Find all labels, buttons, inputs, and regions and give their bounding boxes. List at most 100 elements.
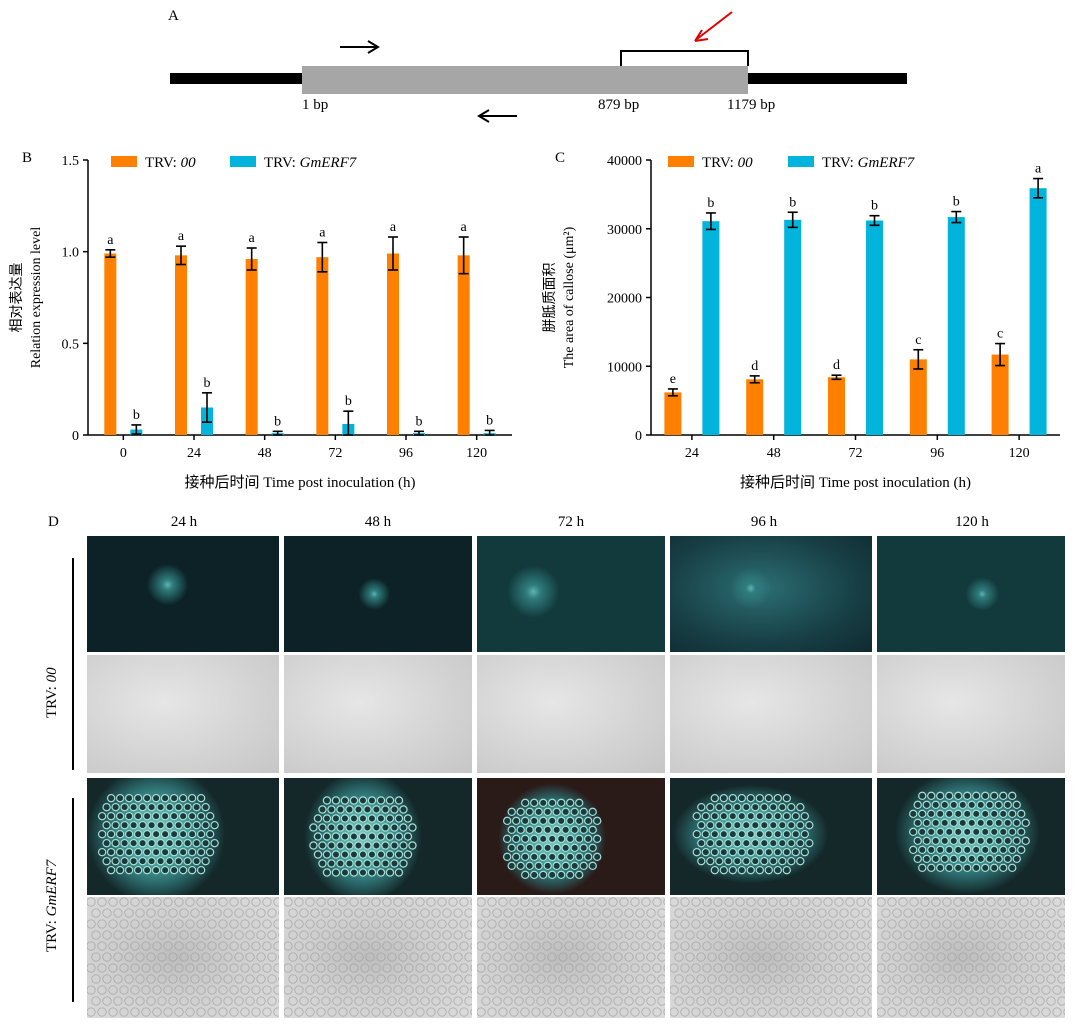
cell-outline (394, 868, 404, 877)
cell-outline (706, 820, 715, 830)
significance-letter: b (871, 199, 878, 214)
cell-outline (538, 798, 548, 808)
cell-outline (751, 820, 760, 830)
cell-outline (715, 820, 724, 830)
cell-outline (543, 861, 552, 871)
legend-label: TRV: 00 (145, 155, 196, 171)
cell-outline (710, 847, 720, 857)
cell-outline (124, 847, 134, 857)
cell-outline (459, 963, 469, 973)
cell-outline (724, 856, 733, 866)
cell-outline (997, 985, 1007, 995)
cell-outline (520, 985, 530, 995)
brightfield-micrograph (477, 897, 665, 1018)
cell-outline (619, 985, 629, 995)
cell-outline (791, 811, 801, 821)
cell-outline (1021, 818, 1030, 828)
cell-outline (111, 802, 120, 812)
cell-outline (719, 847, 729, 857)
cell-outline (597, 897, 607, 907)
cell-outline (196, 941, 206, 951)
cell-outline (387, 908, 397, 918)
cell-outline (531, 897, 541, 907)
cell-outline (976, 836, 985, 846)
cell-outline (652, 1007, 662, 1017)
cell-outline (757, 1007, 767, 1017)
cell-outline (942, 985, 952, 995)
cell-outline (1057, 952, 1065, 962)
cell-outline (299, 952, 309, 962)
x-tick-label: 24 (685, 446, 699, 461)
fluorescence-micrograph (284, 778, 472, 895)
cell-outline (464, 952, 472, 962)
cell-outline (856, 1007, 866, 1017)
cell-outline (920, 1007, 930, 1017)
cell-outline (152, 919, 162, 929)
cell-outline (174, 802, 183, 812)
red-arrow-icon (694, 11, 733, 42)
cell-outline (229, 941, 239, 951)
cell-outline (404, 941, 414, 951)
cell-outline (652, 985, 662, 995)
cell-outline (130, 919, 140, 929)
cell-outline (1052, 919, 1062, 929)
cell-outline (169, 829, 179, 839)
cell-outline (437, 897, 447, 907)
cell-outline (534, 825, 543, 835)
cell-outline (133, 865, 143, 875)
cell-outline (192, 856, 201, 866)
cell-outline (697, 856, 706, 866)
cell-outline (354, 930, 364, 940)
cell-outline (931, 818, 940, 828)
cell-outline (845, 1007, 855, 1017)
cell-outline (223, 930, 233, 940)
cell-outline (812, 897, 822, 907)
cell-outline (552, 807, 561, 817)
cell-outline (652, 941, 662, 951)
cell-outline (498, 985, 508, 995)
cell-outline (382, 897, 392, 907)
bar (991, 354, 1009, 435)
cell-outline (163, 1007, 173, 1017)
cell-outline (861, 974, 871, 984)
cell-outline (746, 865, 756, 875)
cell-outline (426, 985, 436, 995)
cell-outline (574, 834, 584, 844)
cell-outline (509, 919, 519, 929)
cell-outline (448, 963, 458, 973)
cell-outline (588, 861, 597, 871)
cell-outline (706, 856, 715, 866)
cell-outline (138, 802, 147, 812)
brightfield-micrograph (670, 655, 872, 773)
cell-outline (343, 952, 353, 962)
cell-outline (624, 996, 634, 1006)
cell-outline (592, 852, 602, 862)
cell-outline (646, 930, 656, 940)
cell-outline (398, 974, 408, 984)
cell-outline (448, 941, 458, 951)
cell-outline (1002, 974, 1012, 984)
cell-outline (769, 838, 778, 848)
cell-outline (229, 1007, 239, 1017)
cell-outline (779, 919, 789, 929)
cell-outline (113, 952, 123, 962)
cell-outline (305, 941, 315, 951)
cell-outline (1046, 952, 1056, 962)
cell-outline (1013, 974, 1023, 984)
cell-outline (1046, 974, 1056, 984)
cell-outline (273, 897, 279, 907)
cell-outline (318, 859, 327, 868)
cell-outline (887, 1007, 897, 1017)
cell-outline (790, 985, 800, 995)
cell-outline (360, 963, 370, 973)
cell-outline (602, 996, 612, 1006)
cell-outline (130, 963, 140, 973)
cell-outline (124, 996, 134, 1006)
cell-outline (201, 838, 210, 848)
cell-outline (1046, 930, 1056, 940)
cell-outline (223, 908, 233, 918)
cell-outline (1024, 930, 1034, 940)
bar (175, 255, 187, 435)
cell-outline (141, 919, 151, 929)
cell-outline (331, 850, 341, 859)
